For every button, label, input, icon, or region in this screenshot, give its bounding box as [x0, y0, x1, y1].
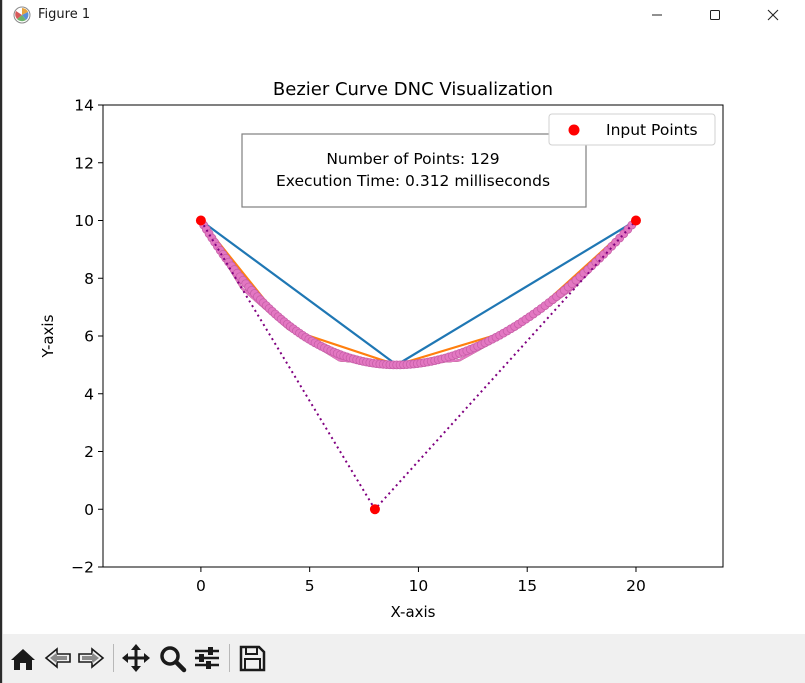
minimize-icon — [652, 14, 662, 16]
x-tick-label: 20 — [626, 577, 646, 595]
y-tick-label: 6 — [84, 328, 94, 346]
chart-title: Bezier Curve DNC Visualization — [273, 79, 553, 100]
matplotlib-app-icon — [13, 6, 31, 24]
y-tick-label: 4 — [84, 385, 94, 403]
chart: 0 5 10 15 20 −2 0 2 4 6 8 10 12 14 Bezier Curve DNC … — [39, 79, 724, 621]
iteration-line-2 — [200, 219, 637, 367]
window-title: Figure 1 — [38, 7, 91, 22]
iteration-line-6 — [199, 219, 637, 366]
home-button[interactable] — [8, 642, 38, 674]
back-icon — [44, 647, 71, 669]
figure-window: Figure 1 0 5 10 15 20 −2 0 2 4 6 8 10 12 14 Bezier C… — [3, 0, 805, 683]
info-annotation: Number of Points: 129 Execution Time: 0.… — [241, 133, 587, 208]
home-icon — [11, 649, 35, 670]
close-button[interactable] — [750, 0, 796, 30]
legend-marker-input-points — [568, 124, 580, 136]
forward-button[interactable] — [76, 642, 106, 674]
save-icon — [239, 645, 266, 672]
save-button[interactable] — [237, 642, 267, 674]
y-tick-label: 8 — [84, 270, 94, 288]
maximize-button[interactable] — [692, 0, 738, 30]
input-point — [195, 215, 206, 226]
x-axis-label: X-axis — [391, 603, 436, 621]
iteration-line-5 — [199, 219, 637, 366]
x-tick-label: 5 — [305, 577, 315, 595]
y-tick-label: 14 — [74, 97, 94, 115]
iteration-line-3 — [199, 219, 637, 366]
annotation-execution-time: Execution Time: 0.312 milliseconds — [276, 172, 550, 190]
title-bar[interactable]: Figure 1 — [3, 0, 805, 30]
zoom-icon — [160, 646, 187, 673]
annotation-point-count: Number of Points: 129 — [326, 150, 499, 168]
annotation-box — [241, 133, 587, 208]
minimize-button[interactable] — [634, 0, 680, 30]
y-tick-label: 2 — [84, 443, 94, 461]
toolbar-separator — [113, 644, 114, 672]
legend-label-input-points: Input Points — [606, 121, 698, 139]
navigation-toolbar — [3, 634, 805, 683]
y-tick-label: 10 — [74, 212, 94, 230]
iteration-line-4 — [199, 219, 637, 366]
y-axis-label: Y-axis — [39, 314, 57, 358]
y-tick-label: −2 — [71, 559, 94, 577]
pan-button[interactable] — [121, 642, 151, 674]
x-tick-label: 10 — [409, 577, 429, 595]
iteration-line-1 — [200, 219, 637, 367]
y-tick-label: 12 — [74, 154, 94, 172]
forward-icon — [78, 647, 105, 669]
maximize-icon — [710, 10, 720, 20]
bezier-curve-line — [199, 219, 638, 367]
input-point — [369, 504, 380, 515]
y-tick-label: 0 — [84, 501, 94, 519]
input-point — [630, 215, 641, 226]
toolbar-separator — [229, 644, 230, 672]
legend: Input Points — [548, 113, 716, 146]
configure-subplots-icon — [195, 647, 219, 669]
configure-subplots-button[interactable] — [192, 642, 222, 674]
x-tick-label: 15 — [517, 577, 537, 595]
zoom-button[interactable] — [157, 642, 187, 674]
close-icon — [767, 9, 779, 21]
pan-icon — [122, 644, 150, 672]
legend-box — [548, 113, 716, 146]
x-tick-label: 0 — [196, 577, 206, 595]
iteration-line-7 — [199, 219, 637, 366]
back-button[interactable] — [43, 642, 73, 674]
figure-canvas[interactable]: 0 5 10 15 20 −2 0 2 4 6 8 10 12 14 Bezier Curve DNC … — [3, 30, 805, 634]
